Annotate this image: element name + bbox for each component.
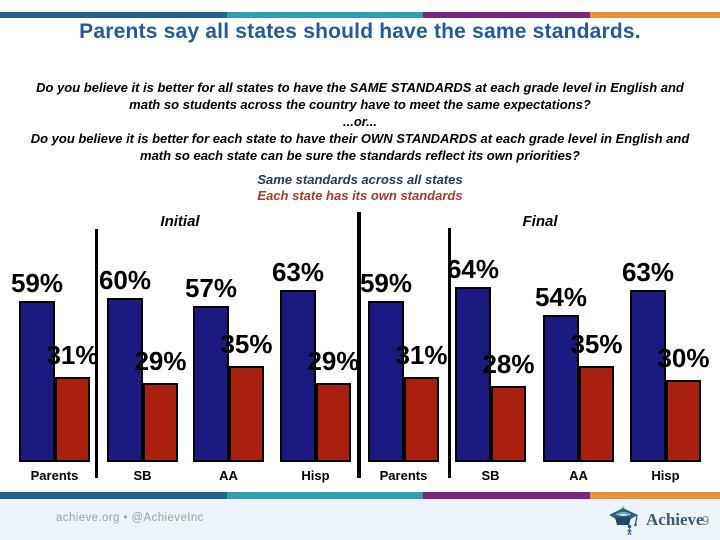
value-label-same: 59%	[10, 268, 64, 298]
top-accent-strip	[0, 12, 720, 18]
accent-segment-blue	[0, 12, 227, 18]
footer: achieve.org • @AchieveInc Achieve	[0, 499, 720, 540]
question-line: math so each state can be sure the stand…	[140, 148, 580, 163]
category-label: SB	[133, 468, 152, 483]
divider-final-parents	[448, 228, 451, 478]
bar-own-standards	[229, 366, 264, 462]
legend-item-own-standards: Each state has its own standards	[257, 188, 463, 203]
value-label-same: 64%	[446, 254, 500, 284]
value-label-same: 59%	[359, 268, 413, 298]
bar-same-standards	[543, 315, 579, 462]
chart-legend: Same standards across all states Each sta…	[0, 172, 720, 204]
accent-segment-purple	[423, 492, 590, 499]
section-label-final: Final	[522, 213, 558, 230]
slide-title: Parents say all states should have the s…	[79, 20, 641, 43]
question-line: Do you believe it is better for all stat…	[36, 80, 684, 95]
category-label: AA	[219, 468, 238, 483]
value-label-same: 63%	[621, 257, 675, 287]
bottom-accent-strip	[0, 492, 720, 499]
bar-same-standards	[368, 301, 404, 462]
value-label-own: 31%	[46, 340, 99, 370]
bar-chart: Initial Final 59% 31% Parents 60% 29% SB 57% 35…	[0, 212, 720, 488]
category-label: Parents	[379, 468, 428, 483]
category-label: Hisp	[651, 468, 680, 483]
divider-initial-parents	[95, 229, 98, 478]
value-label-own: 29%	[307, 346, 360, 376]
bar-own-standards	[143, 383, 178, 462]
question-line: Do you believe it is better for each sta…	[30, 131, 690, 146]
bar-same-standards	[107, 298, 143, 462]
question-line: math so students across the country have…	[129, 97, 591, 112]
category-label: Parents	[30, 468, 79, 483]
value-label-same: 54%	[534, 282, 588, 312]
accent-segment-orange	[590, 12, 720, 18]
legend-item-same-standards: Same standards across all states	[257, 172, 463, 187]
accent-segment-blue	[0, 492, 227, 499]
survey-question: Do you believe it is better for all stat…	[0, 79, 720, 164]
footer-social-text: achieve.org • @AchieveInc	[56, 512, 204, 524]
bar-same-standards	[19, 301, 55, 462]
question-line: ...or...	[343, 114, 377, 129]
graduation-cap-icon	[609, 505, 638, 536]
section-label-initial: Initial	[160, 213, 200, 230]
category-label: AA	[569, 468, 588, 483]
accent-segment-orange	[590, 492, 720, 499]
bar-own-standards	[666, 380, 701, 462]
bar-same-standards	[280, 290, 316, 462]
bar-same-standards	[455, 287, 491, 462]
value-label-own: 35%	[220, 329, 273, 359]
bar-own-standards	[491, 386, 526, 462]
value-label-same: 57%	[184, 273, 238, 303]
bar-own-standards	[316, 383, 351, 462]
page-number: 9	[702, 513, 710, 528]
bar-same-standards	[630, 290, 666, 462]
divider-center	[357, 212, 361, 478]
accent-segment-teal	[227, 492, 423, 499]
value-label-own: 30%	[657, 343, 710, 373]
bar-own-standards	[55, 377, 90, 462]
value-label-own: 31%	[395, 340, 448, 370]
value-label-same: 60%	[98, 265, 152, 295]
value-label-same: 63%	[271, 257, 325, 287]
category-label: Hisp	[301, 468, 330, 483]
logo-wordmark: Achieve	[646, 510, 704, 529]
achieve-logo: Achieve	[606, 504, 704, 536]
bar-same-standards	[193, 306, 229, 462]
bar-own-standards	[404, 377, 439, 462]
value-label-own: 28%	[482, 349, 535, 379]
accent-segment-teal	[227, 12, 423, 18]
accent-segment-purple	[423, 12, 590, 18]
value-label-own: 29%	[134, 346, 187, 376]
value-label-own: 35%	[570, 329, 623, 359]
bar-own-standards	[579, 366, 614, 462]
category-label: SB	[481, 468, 500, 483]
